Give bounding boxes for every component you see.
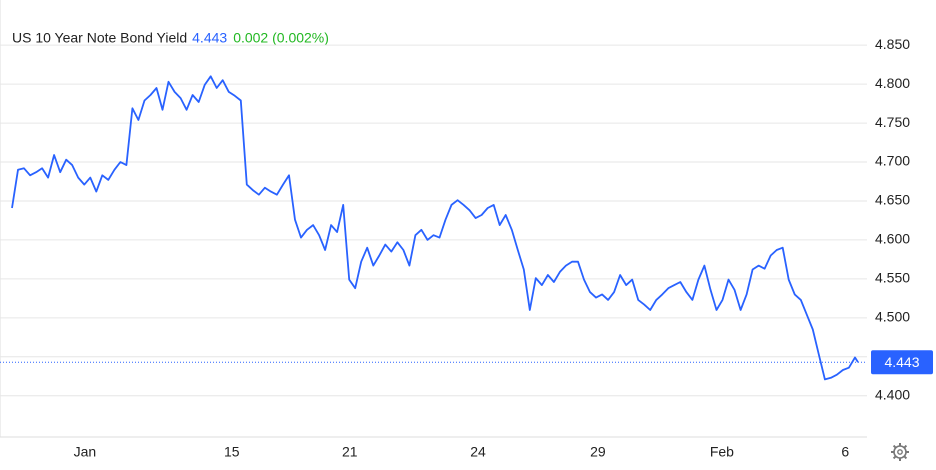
y-tick-label: 4.550	[875, 270, 910, 286]
x-tick-label: 15	[224, 444, 240, 460]
settings-icon[interactable]	[891, 443, 909, 461]
x-tick-label: 24	[470, 444, 486, 460]
x-tick-label: Jan	[74, 444, 97, 460]
last-value: 4.443	[192, 30, 227, 46]
y-tick-label: 4.850	[875, 36, 910, 52]
y-tick-label: 4.600	[875, 231, 910, 247]
gear-teeth[interactable]	[891, 443, 909, 461]
x-tick-label: 21	[342, 444, 358, 460]
chart-title: US 10 Year Note Bond Yield	[12, 30, 187, 46]
y-tick-label: 4.500	[875, 309, 910, 325]
y-tick-label: 4.650	[875, 192, 910, 208]
last-value-badge-label: 4.443	[884, 354, 919, 370]
x-tick-label: 29	[590, 444, 606, 460]
gear-hub[interactable]	[897, 449, 903, 455]
x-tick-label: 6	[841, 444, 849, 460]
y-tick-label: 4.400	[875, 386, 910, 402]
yield-line	[11, 75, 859, 381]
y-tick-label: 4.800	[875, 75, 910, 91]
last-value-badge	[871, 350, 933, 375]
x-tick-label: Feb	[710, 444, 734, 460]
change-label: 0.002 (0.002%)	[233, 30, 329, 46]
y-tick-label: 4.700	[875, 153, 910, 169]
y-tick-label: 4.750	[875, 114, 910, 130]
